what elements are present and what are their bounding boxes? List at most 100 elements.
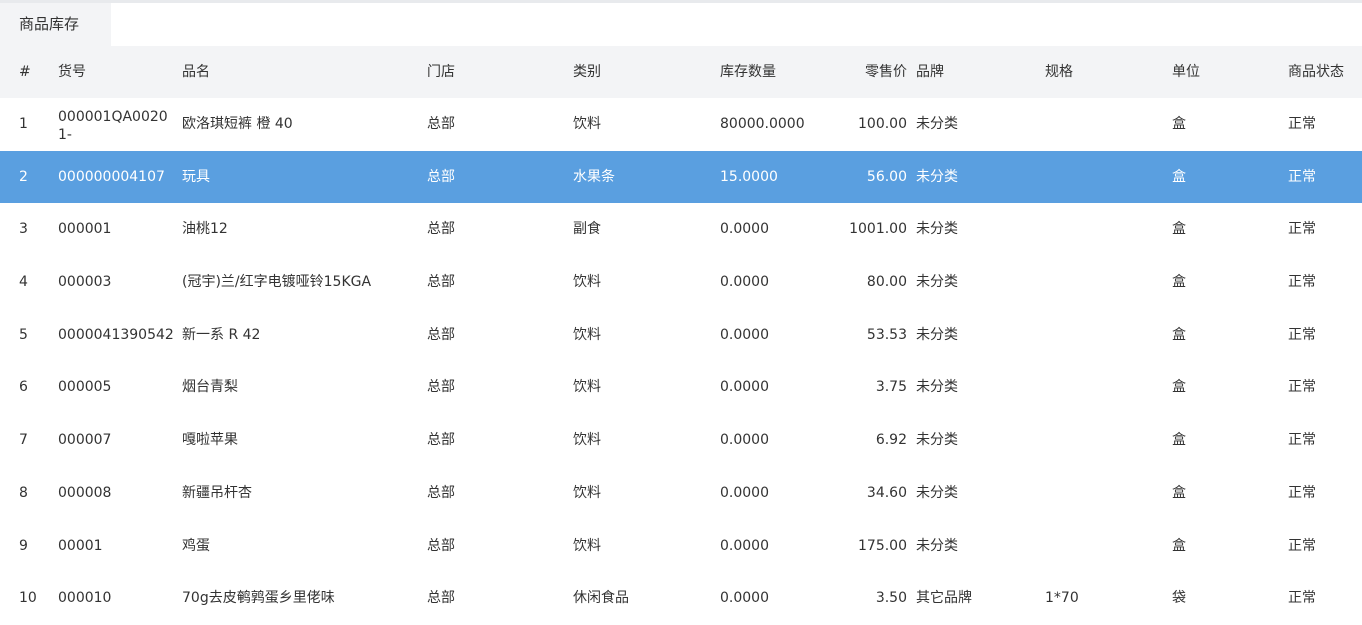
cell-store: 总部 [427,326,455,343]
cell-unit: 盒 [1172,432,1186,449]
column-header-retail-price[interactable]: 零售价 [865,64,907,80]
cell-status: 正常 [1288,116,1316,132]
cell-item-code: 000001 [58,221,112,238]
cell-brand: 未分类 [916,537,958,554]
cell-row-number: 7 [19,432,28,449]
column-header-store[interactable]: 门店 [427,64,455,80]
cell-item-code: 000010 [58,590,112,607]
column-header-item-code[interactable]: 货号 [58,64,86,80]
cell-unit: 盒 [1172,326,1186,343]
table-row[interactable]: 4 000003 (冠宇)兰/红字电镀哑铃15KGA 总部 饮料 0.0000 80.00 未… [0,256,1362,309]
cell-retail-price: 53.53 [866,326,907,343]
tab-product-inventory[interactable]: 商品库存 [0,3,111,46]
column-header-spec[interactable]: 规格 [1045,64,1073,80]
cell-row-number: 8 [19,484,28,501]
cell-row-number: 3 [19,221,28,238]
column-header-brand[interactable]: 品牌 [916,64,944,80]
cell-stock-qty: 0.0000 [720,326,769,343]
cell-brand: 未分类 [916,221,958,238]
cell-status: 正常 [1288,379,1316,396]
cell-retail-price: 34.60 [866,484,907,501]
cell-product-name: 新疆吊杆杏 [182,484,252,501]
cell-store: 总部 [427,432,455,449]
cell-brand: 未分类 [916,326,958,343]
cell-store: 总部 [427,221,455,238]
cell-row-number: 6 [19,379,28,396]
table-row[interactable]: 10 000010 70g去皮鹌鹑蛋乡里佬味 总部 休闲食品 0.0000 3.50 其它品牌… [0,572,1362,625]
table-row[interactable]: 6 000005 烟台青梨 总部 饮料 0.0000 3.75 未分类 盒 正常 [0,361,1362,414]
cell-status: 正常 [1288,274,1316,291]
table-header: # 货号 品名 门店 类别 库存数量 零售价 品牌 规格 单位 商品状态 [0,46,1362,98]
cell-unit: 盒 [1172,221,1186,238]
cell-category: 饮料 [573,116,601,132]
cell-product-name: 玩具 [182,168,210,185]
cell-stock-qty: 0.0000 [720,432,769,449]
cell-stock-qty: 15.0000 [720,168,778,185]
cell-store: 总部 [427,274,455,291]
cell-unit: 盒 [1172,379,1186,396]
cell-store: 总部 [427,379,455,396]
cell-status: 正常 [1288,326,1316,343]
cell-product-name: 欧洛琪短裤 橙 40 [182,116,293,132]
table-row[interactable]: 2 000000004107 玩具 总部 水果条 15.0000 56.00 未分类 盒 正常 [0,150,1362,204]
column-header-product-name[interactable]: 品名 [182,64,210,80]
cell-category: 饮料 [573,432,601,449]
cell-store: 总部 [427,116,455,132]
column-header-status[interactable]: 商品状态 [1288,64,1344,80]
cell-category: 饮料 [573,274,601,291]
cell-product-name: 70g去皮鹌鹑蛋乡里佬味 [182,590,335,607]
cell-stock-qty: 0.0000 [720,537,769,554]
cell-product-name: 嘎啦苹果 [182,432,238,449]
cell-status: 正常 [1288,168,1316,185]
table-row[interactable]: 1 000001QA00201- 欧洛琪短裤 橙 40 总部 饮料 80000.0000 1… [0,98,1362,151]
table-row[interactable]: 7 000007 嘎啦苹果 总部 饮料 0.0000 6.92 未分类 盒 正常 [0,414,1362,467]
cell-category: 饮料 [573,326,601,343]
cell-item-code: 000007 [58,432,112,449]
cell-row-number: 9 [19,537,28,554]
cell-status: 正常 [1288,590,1316,607]
cell-status: 正常 [1288,432,1316,449]
column-header-unit[interactable]: 单位 [1172,64,1200,80]
cell-item-code: 00001 [58,537,103,554]
cell-store: 总部 [427,168,455,185]
cell-product-name: 烟台青梨 [182,379,238,396]
cell-row-number: 4 [19,274,28,291]
cell-retail-price: 56.00 [866,168,907,185]
cell-brand: 未分类 [916,484,958,501]
cell-unit: 袋 [1172,590,1186,607]
cell-status: 正常 [1288,537,1316,554]
tab-bar: 商品库存 [0,0,1362,46]
cell-product-name: 鸡蛋 [182,537,210,554]
column-header-category[interactable]: 类别 [573,64,601,80]
cell-category: 副食 [573,221,601,238]
column-header-row-number[interactable]: # [19,64,31,80]
table-row[interactable]: 8 000008 新疆吊杆杏 总部 饮料 0.0000 34.60 未分类 盒 正常 [0,467,1362,520]
cell-status: 正常 [1288,221,1316,238]
cell-retail-price: 175.00 [858,537,907,554]
cell-category: 饮料 [573,379,601,396]
table-row[interactable]: 9 00001 鸡蛋 总部 饮料 0.0000 175.00 未分类 盒 正常 [0,520,1362,573]
cell-item-code: 0000041390542 [58,326,174,343]
cell-status: 正常 [1288,484,1316,501]
cell-product-name: 油桃12 [182,221,228,238]
cell-item-code: 000008 [58,484,112,501]
table-row[interactable]: 3 000001 油桃12 总部 副食 0.0000 1001.00 未分类 盒 正常 [0,203,1362,256]
cell-product-name: (冠宇)兰/红字电镀哑铃15KGA [182,274,372,291]
cell-row-number: 1 [19,116,28,132]
cell-row-number: 10 [19,590,37,607]
cell-brand: 未分类 [916,168,958,185]
cell-unit: 盒 [1172,168,1186,185]
cell-item-code: 000000004107 [58,168,165,185]
cell-store: 总部 [427,484,455,501]
cell-store: 总部 [427,590,455,607]
cell-retail-price: 6.92 [875,432,907,449]
cell-retail-price: 100.00 [858,116,907,132]
column-header-stock-qty[interactable]: 库存数量 [720,64,776,80]
cell-retail-price: 3.75 [875,379,907,396]
cell-item-code: 000001QA00201- [58,109,168,143]
cell-retail-price: 80.00 [866,274,907,291]
cell-unit: 盒 [1172,537,1186,554]
cell-unit: 盒 [1172,116,1186,132]
cell-row-number: 5 [19,326,28,343]
table-row[interactable]: 5 0000041390542 新一系 R 42 总部 饮料 0.0000 53.53 未分类… [0,309,1362,362]
